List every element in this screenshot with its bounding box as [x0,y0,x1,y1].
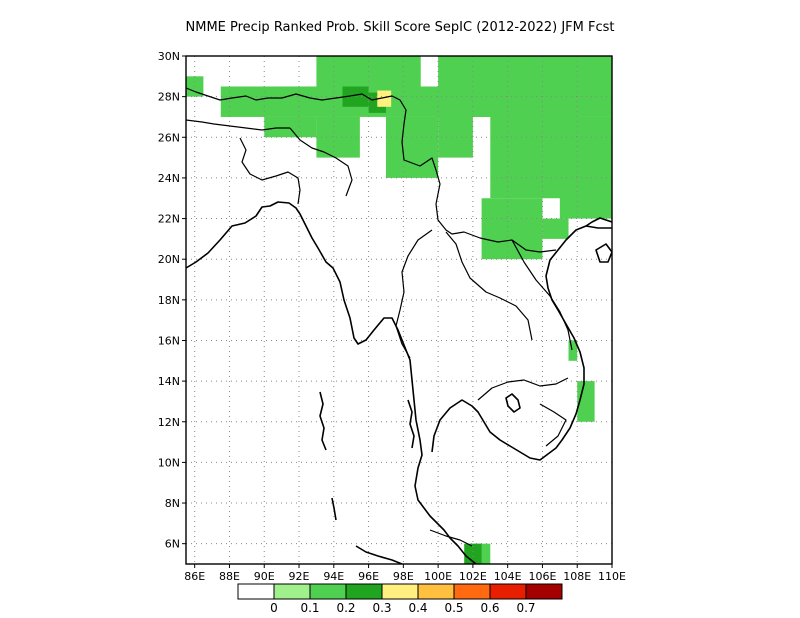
border-myanmar-west [289,127,353,197]
skill-region-0.1-0.2 [568,340,578,361]
skill-region-0.3-0.4 [377,90,392,107]
lat-tick-label: 24N [158,172,180,185]
grid-layer [186,56,612,564]
coastline-east [431,225,612,461]
lat-tick-label: 14N [158,375,180,388]
colorbar-swatch [453,583,491,600]
latitude-ticks: 6N 8N 10N 12N 14N 16N 18N 20N 22N 24N 26N 28N 30N [158,50,186,551]
lon-tick-label: 108E [563,570,591,583]
lat-tick-label: 20N [158,253,180,266]
lat-tick-label: 18N [158,294,180,307]
lon-tick-label: 98E [393,570,414,583]
lon-tick-label: 92E [289,570,310,583]
border-layer [186,87,573,547]
colorbar-label: 0.2 [336,601,355,615]
nicobar-islands [331,497,337,521]
lon-tick-label: 94E [323,570,344,583]
skill-region-0.1-0.2 [559,157,612,219]
lat-tick-label: 10N [158,456,180,469]
lat-tick-label: 16N [158,334,180,347]
colorbar-swatch [273,583,311,600]
border-cambodia-vietnam [539,403,567,447]
skill-region-0.1-0.2 [385,116,439,178]
sumatra-coast [355,545,403,564]
skill-region-0.1-0.2 [438,56,612,117]
andaman-islands [319,391,327,451]
lon-tick-label: 102E [459,570,487,583]
colorbar-label: 0.6 [480,601,499,615]
colorbar-swatch [489,583,527,600]
colorbar-swatch [381,583,419,600]
longitude-ticks: 86E 88E 90E 92E 94E 96E 98E 100E 102E 104E 106E 108… [184,564,626,583]
map-title: NMME Precip Ranked Prob. Skill Score Sep… [185,20,615,35]
map-frame [185,55,613,565]
hainan-island [595,243,612,263]
skill-region-0.1-0.2 [264,116,317,138]
border-thai-malaysia [429,529,473,547]
lon-tick-label: 100E [424,570,452,583]
colorbar-swatch [525,583,563,600]
colorbar-label: 0.4 [408,601,427,615]
border-myanmar-thai [395,229,433,359]
skill-region-0.2-0.3 [342,86,369,107]
skill-region-0.1-0.2 [481,198,543,260]
lat-tick-label: 12N [158,416,180,429]
mergui-islands [407,399,415,449]
lon-tick-label: 86E [184,570,205,583]
colorbar-swatch [237,583,275,600]
border-thai-cambodia [477,377,569,401]
colorbar: 0 0.1 0.2 0.3 0.4 0.5 0.6 0.7 [237,583,563,615]
colorbar-label: 0.1 [300,601,319,615]
skill-region-0.1-0.2 [316,116,360,158]
coastline-north-east [585,217,612,227]
border-laos-vietnam [511,239,573,351]
lon-tick-label: 88E [219,570,240,583]
colorbar-label: 0.7 [516,601,535,615]
coastline-layer [186,201,612,564]
colorbar-label: 0 [270,601,278,615]
lat-tick-label: 26N [158,131,180,144]
border-nepal-india [186,119,290,131]
coastline-west [186,201,477,564]
skill-fill-layer [186,56,612,564]
lat-tick-label: 28N [158,91,180,104]
lon-tick-label: 106E [528,570,556,583]
lon-tick-label: 96E [358,570,379,583]
lon-tick-label: 90E [254,570,275,583]
skill-region-0.1-0.2 [542,218,569,239]
border-bangladesh [239,137,301,205]
skill-region-0.1-0.2 [438,116,473,158]
colorbar-label: 0.3 [372,601,391,615]
colorbar-swatch [309,583,347,600]
lat-tick-label: 30N [158,50,180,63]
lon-tick-label: 110E [598,570,626,583]
colorbar-swatch [417,583,455,600]
lat-tick-label: 6N [165,538,180,551]
lat-tick-label: 8N [165,497,180,510]
colorbar-swatch [345,583,383,600]
lon-tick-label: 104E [494,570,522,583]
colorbar-label: 0.5 [444,601,463,615]
lat-tick-label: 22N [158,213,180,226]
tonle-sap-lake [505,393,521,413]
border-himalaya [186,87,557,253]
border-thai-laos [445,231,533,341]
